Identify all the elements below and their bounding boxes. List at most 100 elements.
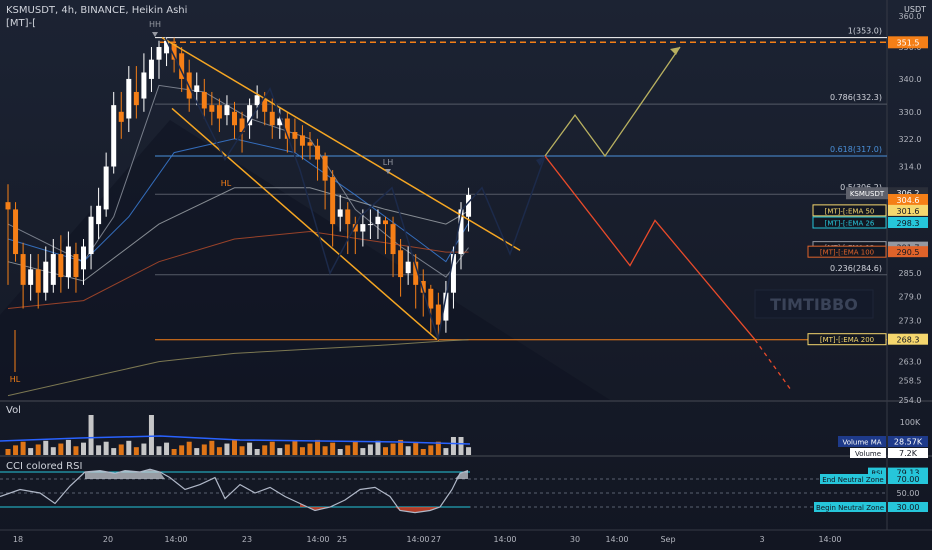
candle-body bbox=[111, 105, 117, 167]
price-tag-box bbox=[888, 193, 928, 206]
volume-bar bbox=[50, 447, 56, 455]
candle-body bbox=[239, 118, 245, 133]
candle-body bbox=[103, 166, 109, 210]
volume-bar bbox=[81, 442, 86, 455]
bullish-arrowhead bbox=[670, 47, 680, 56]
candle-body bbox=[171, 43, 177, 60]
price-tick: 340.0 bbox=[899, 75, 922, 84]
candle-body bbox=[164, 40, 170, 54]
volume-ma-value-box bbox=[888, 436, 928, 447]
volume-value-box bbox=[888, 448, 928, 458]
candle-body bbox=[367, 224, 373, 226]
candle-body bbox=[443, 292, 449, 321]
candle-body bbox=[413, 261, 419, 285]
volume-bar bbox=[179, 445, 185, 455]
volume-bar bbox=[330, 442, 336, 455]
volume-pane-title: Vol bbox=[6, 405, 21, 416]
fib-level-label: 0.786(332.3) bbox=[830, 93, 882, 102]
volume-bar bbox=[466, 447, 472, 455]
volume-bar bbox=[232, 439, 237, 455]
bearish-target-path bbox=[544, 155, 756, 341]
candle-body bbox=[88, 216, 94, 255]
time-tick: 27 bbox=[431, 535, 441, 544]
fib-level-label: 0.618(317.0) bbox=[830, 145, 882, 154]
candle-body bbox=[322, 156, 328, 181]
time-tick: 20 bbox=[103, 535, 113, 544]
candle-body bbox=[262, 98, 268, 112]
rsi-oversold-fill bbox=[300, 503, 335, 511]
candle-body bbox=[126, 78, 132, 119]
price-tick: 263.0 bbox=[899, 358, 922, 367]
candle-body bbox=[118, 111, 124, 122]
candle-body bbox=[435, 304, 441, 325]
ema-value-box bbox=[888, 333, 928, 345]
candle-body bbox=[352, 224, 358, 232]
volume-bar bbox=[337, 449, 343, 455]
price-tick: 314.0 bbox=[899, 163, 922, 172]
rsi-label-box bbox=[868, 467, 886, 478]
volume-bar bbox=[247, 442, 253, 455]
volume-bar bbox=[186, 441, 192, 455]
volume-bar bbox=[443, 448, 449, 455]
price-tag-value: 351.5 bbox=[897, 38, 920, 47]
candle-body bbox=[5, 202, 11, 210]
candle-body bbox=[345, 209, 351, 225]
last-price-symbol-box bbox=[846, 187, 888, 200]
volume-bar bbox=[88, 415, 94, 455]
projected-zigzag bbox=[164, 37, 546, 340]
price-tick: 258.5 bbox=[899, 377, 922, 386]
candle-body bbox=[398, 250, 404, 278]
volume-bar bbox=[269, 441, 275, 455]
candle-body bbox=[405, 261, 411, 274]
volume-bar bbox=[322, 446, 328, 455]
candle-body bbox=[28, 269, 34, 285]
candle-body bbox=[50, 254, 56, 285]
end-neutral-label-box bbox=[820, 474, 886, 484]
time-tick: 30 bbox=[570, 535, 580, 544]
price-tag-value: 304.6 bbox=[897, 196, 920, 205]
candle-body bbox=[315, 145, 321, 160]
volume-label: Volume bbox=[855, 450, 881, 458]
volume-bar bbox=[352, 441, 358, 455]
volume-bar bbox=[284, 444, 290, 455]
price-tick: 279.0 bbox=[899, 293, 922, 302]
volume-ma-value: 28.57K bbox=[894, 438, 923, 447]
candle-body bbox=[194, 85, 200, 92]
volume-bar bbox=[111, 448, 117, 455]
ema-tag-label: [MT]-[:EMA 26 bbox=[825, 219, 875, 227]
candle-body bbox=[375, 216, 381, 225]
begin-neutral-value-box bbox=[888, 502, 928, 512]
rsi-line bbox=[0, 468, 469, 514]
candle-body bbox=[360, 224, 366, 232]
volume-bar bbox=[103, 441, 109, 455]
candle-body bbox=[133, 91, 139, 106]
volume-bar bbox=[405, 446, 411, 455]
candle-body bbox=[466, 194, 472, 217]
volume-bar bbox=[148, 415, 154, 455]
rsi-value-box bbox=[888, 467, 928, 478]
time-tick: 14:00 bbox=[306, 535, 329, 544]
ema-tag-label: [MT]-[:EMA 50 bbox=[825, 207, 875, 215]
bullish-target-path bbox=[544, 46, 681, 158]
candle-body bbox=[254, 95, 260, 106]
indicator-header: [MT]-[ bbox=[6, 18, 37, 29]
candle-body bbox=[13, 209, 19, 255]
time-tick: 23 bbox=[242, 535, 252, 544]
price-tick: 285.0 bbox=[899, 269, 922, 278]
volume-bar bbox=[299, 447, 305, 455]
volume-bar bbox=[28, 448, 34, 455]
zigzag-arrowhead bbox=[536, 156, 545, 167]
rsi-label: RSI bbox=[871, 470, 882, 478]
volume-bar bbox=[133, 447, 139, 455]
candle-body bbox=[269, 111, 275, 126]
candle-body bbox=[292, 132, 298, 139]
volume-bar bbox=[216, 447, 222, 455]
price-tick: 322.0 bbox=[899, 135, 922, 144]
time-tick: 14:00 bbox=[493, 535, 516, 544]
time-tick: 3 bbox=[759, 535, 764, 544]
volume-bar bbox=[345, 445, 351, 455]
candle-body bbox=[156, 47, 162, 60]
fib-level-label: 1(353.0) bbox=[848, 27, 882, 36]
